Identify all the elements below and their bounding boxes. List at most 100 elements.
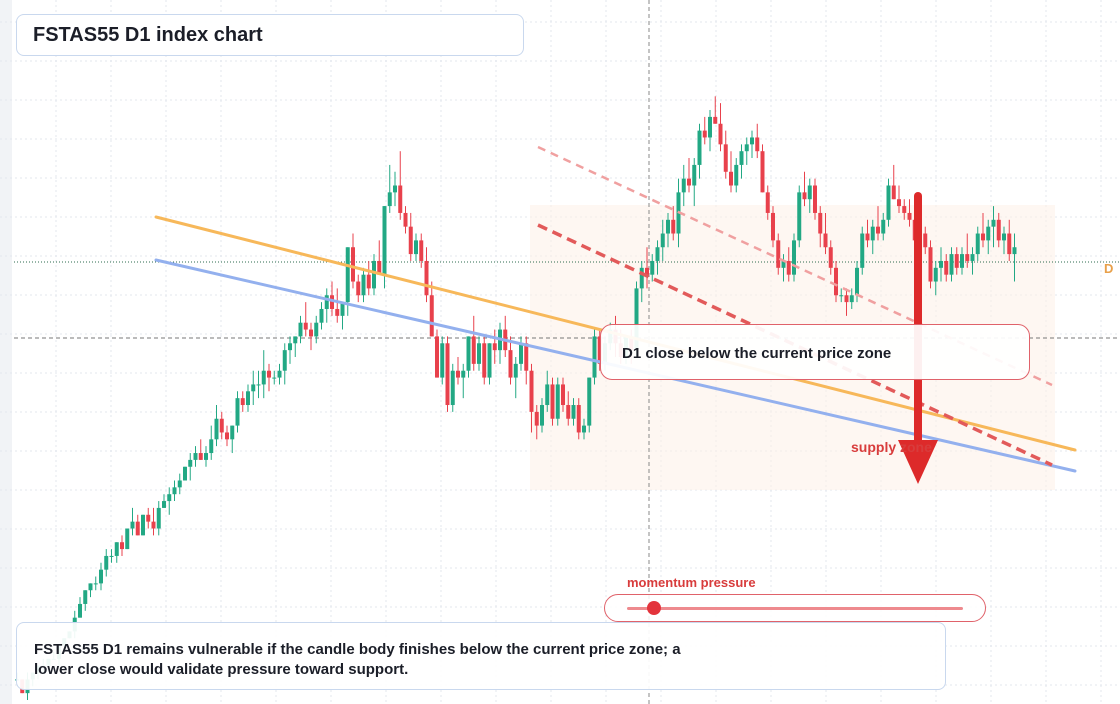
candle-body <box>655 247 660 261</box>
candle-body <box>382 206 387 275</box>
candle-body <box>293 336 298 344</box>
candle <box>671 206 676 241</box>
candle-body <box>907 212 912 220</box>
candle-body <box>1002 233 1006 241</box>
candle-body <box>125 528 130 550</box>
candle <box>687 158 691 193</box>
candle-body <box>792 240 796 275</box>
candle-body <box>324 295 329 309</box>
candle <box>293 336 298 357</box>
candle-body <box>550 384 555 419</box>
candles <box>15 96 1017 700</box>
candle-body <box>177 480 182 488</box>
candle <box>928 240 933 289</box>
candle <box>387 164 392 213</box>
candle <box>991 206 996 248</box>
summary-box: FSTAS55 D1 remains vulnerable if the can… <box>16 622 946 690</box>
candle-body <box>372 260 376 289</box>
candle-body <box>582 425 586 433</box>
momentum-slider[interactable] <box>604 594 986 622</box>
candle <box>592 329 597 385</box>
candle <box>1002 226 1006 255</box>
candle <box>340 302 345 330</box>
candle <box>886 178 891 227</box>
candle <box>970 247 975 275</box>
candle-body <box>529 370 534 412</box>
candle-body <box>571 405 576 419</box>
candle <box>141 514 145 536</box>
candle-body <box>303 322 308 330</box>
candle-body <box>482 343 487 378</box>
candle <box>786 247 791 282</box>
candle <box>151 507 156 536</box>
summary-text: FSTAS55 D1 remains vulnerable if the can… <box>34 641 681 678</box>
candle-body <box>487 343 492 378</box>
candle <box>729 151 733 193</box>
candle <box>450 363 455 412</box>
candle-body <box>83 590 88 604</box>
candle <box>639 260 644 303</box>
candle <box>93 576 98 591</box>
candle-body <box>298 322 303 337</box>
candle <box>839 288 844 303</box>
candle-body <box>261 370 266 385</box>
candle <box>156 501 161 536</box>
candle <box>204 446 208 467</box>
candle <box>582 418 586 440</box>
candle <box>356 274 361 303</box>
candle <box>130 507 135 536</box>
candle <box>797 185 802 248</box>
candle <box>177 473 182 495</box>
candle <box>802 171 807 207</box>
candle <box>198 439 203 460</box>
candle <box>550 377 555 426</box>
candle-body <box>681 178 686 193</box>
candle-body <box>697 130 702 165</box>
candle <box>246 384 250 412</box>
candle-body <box>424 260 429 296</box>
candle <box>881 212 886 241</box>
candle-body <box>309 329 313 337</box>
candle-body <box>744 144 749 152</box>
candle-body <box>151 521 156 529</box>
candle <box>277 363 282 385</box>
candle-body <box>545 384 550 406</box>
candle-body <box>881 219 886 234</box>
candle-body <box>319 308 324 323</box>
candle <box>986 219 991 255</box>
candle-body <box>718 123 723 145</box>
candle-body <box>408 226 413 255</box>
candle-body <box>393 185 397 193</box>
momentum-knob[interactable] <box>646 601 661 615</box>
candle <box>429 281 434 337</box>
candle <box>891 164 896 200</box>
candle-body <box>267 370 271 378</box>
candle-body <box>366 274 371 289</box>
candle <box>965 233 970 268</box>
candle <box>597 329 602 371</box>
candle-body <box>723 144 728 172</box>
candle <box>193 446 198 467</box>
candle <box>162 494 166 508</box>
candle-body <box>230 425 235 440</box>
candle <box>445 336 450 412</box>
candle <box>571 398 576 426</box>
candle <box>576 398 581 440</box>
candle <box>172 480 177 502</box>
candle-body <box>844 295 849 303</box>
candle <box>424 247 429 303</box>
candle <box>723 130 728 179</box>
candle-body <box>351 247 355 282</box>
candle-body <box>445 343 450 406</box>
candle-body <box>828 247 833 268</box>
candle <box>456 357 460 385</box>
candle-body <box>429 295 434 337</box>
candle <box>650 254 655 282</box>
candle-body <box>356 281 361 296</box>
candle <box>240 391 245 412</box>
candle <box>944 254 949 282</box>
candle <box>939 247 943 282</box>
candle-body <box>466 336 471 371</box>
callout-box: D1 close below the current price zone <box>600 324 1030 380</box>
candle <box>734 158 739 193</box>
